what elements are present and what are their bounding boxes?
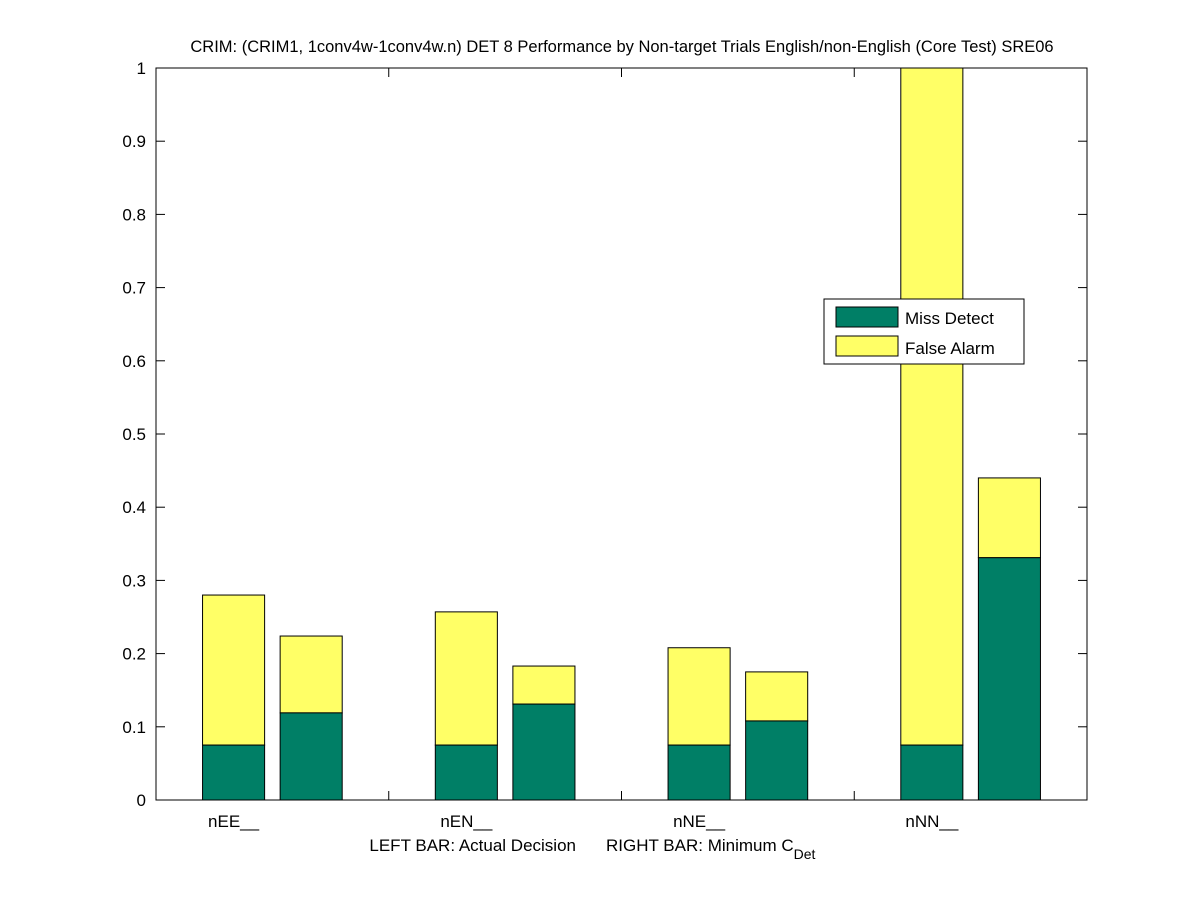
legend-swatch-false-alarm bbox=[835, 335, 899, 357]
x-axis-label: LEFT BAR: Actual Decision RIGHT BAR: Min… bbox=[369, 836, 815, 862]
y-tick-label: 0.2 bbox=[122, 645, 146, 664]
bar-false-alarm-nEN-left bbox=[434, 611, 498, 746]
legend: Miss Detect False Alarm bbox=[823, 298, 1025, 365]
bars-layer bbox=[202, 67, 1041, 801]
x-tick-label: nNE__ bbox=[673, 812, 726, 831]
x-tick-label: nNN__ bbox=[905, 812, 958, 831]
legend-label-false-alarm: False Alarm bbox=[905, 339, 995, 358]
axis-layer: 0 0.1 0.2 0.3 0.4 0.5 0.6 0.7 0.8 0.9 1 nEE__ nEN__ n… bbox=[122, 59, 1087, 831]
chart-title: CRIM: (CRIM1, 1conv4w-1conv4w.n) DET 8 P… bbox=[190, 38, 1053, 56]
y-tick-label: 0 bbox=[137, 791, 146, 810]
bar-miss-detect-nEE-left bbox=[202, 744, 266, 801]
bar-miss-detect-nNN-left bbox=[900, 744, 964, 801]
bar-miss-detect-nNE-left bbox=[667, 744, 731, 801]
legend-swatch-miss-detect bbox=[835, 306, 899, 328]
legend-label-miss-detect: Miss Detect bbox=[905, 309, 994, 328]
x-tick-label: nEE__ bbox=[208, 812, 260, 831]
x-axis-label-right: RIGHT BAR: Minimum CDet bbox=[606, 836, 816, 862]
x-axis-label-left: LEFT BAR: Actual Decision bbox=[369, 836, 576, 855]
y-tick-label: 0.9 bbox=[122, 132, 146, 151]
x-tick-label: nEN__ bbox=[440, 812, 493, 831]
bar-false-alarm-nNE-left bbox=[667, 647, 731, 746]
bar-miss-detect-nEN-left bbox=[434, 744, 498, 801]
x-axis-label-right-main: RIGHT BAR: Minimum C bbox=[606, 836, 794, 855]
bar-false-alarm-nNN-right bbox=[977, 477, 1041, 559]
y-tick-label: 0.6 bbox=[122, 352, 146, 371]
bar-false-alarm-nEE-left bbox=[202, 594, 266, 746]
y-tick-label: 0.7 bbox=[122, 279, 146, 298]
bar-miss-detect-nEN-right bbox=[512, 703, 576, 801]
bar-false-alarm-nNN-left bbox=[900, 67, 964, 746]
y-tick-label: 0.5 bbox=[122, 425, 146, 444]
y-tick-label: 1 bbox=[137, 59, 146, 78]
bar-false-alarm-nEN-right bbox=[512, 665, 576, 705]
bar-miss-detect-nNE-right bbox=[745, 720, 809, 801]
y-tick-label: 0.3 bbox=[122, 571, 146, 590]
y-tick-label: 0.1 bbox=[122, 718, 146, 737]
y-tick-label: 0.4 bbox=[122, 498, 146, 517]
bar-false-alarm-nEE-right bbox=[279, 635, 343, 714]
x-axis-label-right-subscript: Det bbox=[794, 846, 816, 862]
bar-false-alarm-nNE-right bbox=[745, 671, 809, 722]
bar-miss-detect-nEE-right bbox=[279, 712, 343, 801]
y-tick-label: 0.8 bbox=[122, 205, 146, 224]
bar-miss-detect-nNN-right bbox=[977, 557, 1041, 801]
